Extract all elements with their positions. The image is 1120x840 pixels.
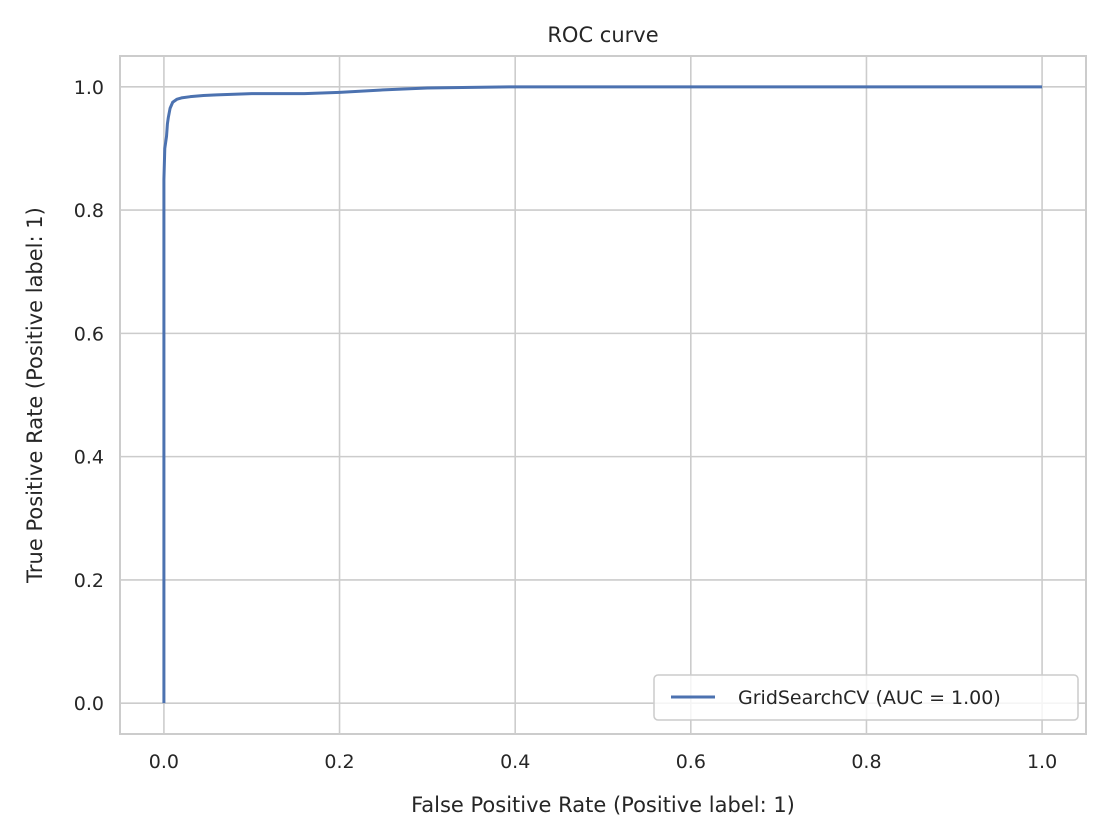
x-tick-label: 0.6 <box>676 751 706 773</box>
legend-box <box>653 674 1079 721</box>
y-tick-label: 0.0 <box>74 693 104 715</box>
roc-series-line <box>162 85 1043 704</box>
y-tick-label: 1.0 <box>74 77 104 99</box>
y-tick-label: 0.6 <box>74 323 104 345</box>
x-tick-label: 0.4 <box>500 751 530 773</box>
chart-title: ROC curve <box>547 23 658 47</box>
plot-frame <box>119 55 1087 735</box>
series-layer <box>162 85 1043 704</box>
x-tick-label: 0.2 <box>324 751 354 773</box>
y-tick-label: 0.2 <box>74 570 104 592</box>
plot-background <box>120 56 1086 734</box>
x-tick-label: 0.0 <box>149 751 179 773</box>
y-tick-label: 0.4 <box>74 447 104 469</box>
grid-lines <box>120 56 1086 734</box>
legend: GridSearchCV (AUC = 1.00) <box>653 674 1079 721</box>
x-axis-ticks: 0.0 0.2 0.4 0.6 0.8 1.0 <box>149 751 1057 773</box>
y-axis-title: True Positive Rate (Positive label: 1) <box>23 207 47 584</box>
x-axis-title: False Positive Rate (Positive label: 1) <box>411 793 795 817</box>
x-tick-label: 1.0 <box>1027 751 1057 773</box>
legend-label: GridSearchCV (AUC = 1.00) <box>738 687 1001 709</box>
y-axis-ticks: 0.0 0.2 0.4 0.6 0.8 1.0 <box>74 77 104 715</box>
x-tick-label: 0.8 <box>851 751 881 773</box>
y-tick-label: 0.8 <box>74 200 104 222</box>
